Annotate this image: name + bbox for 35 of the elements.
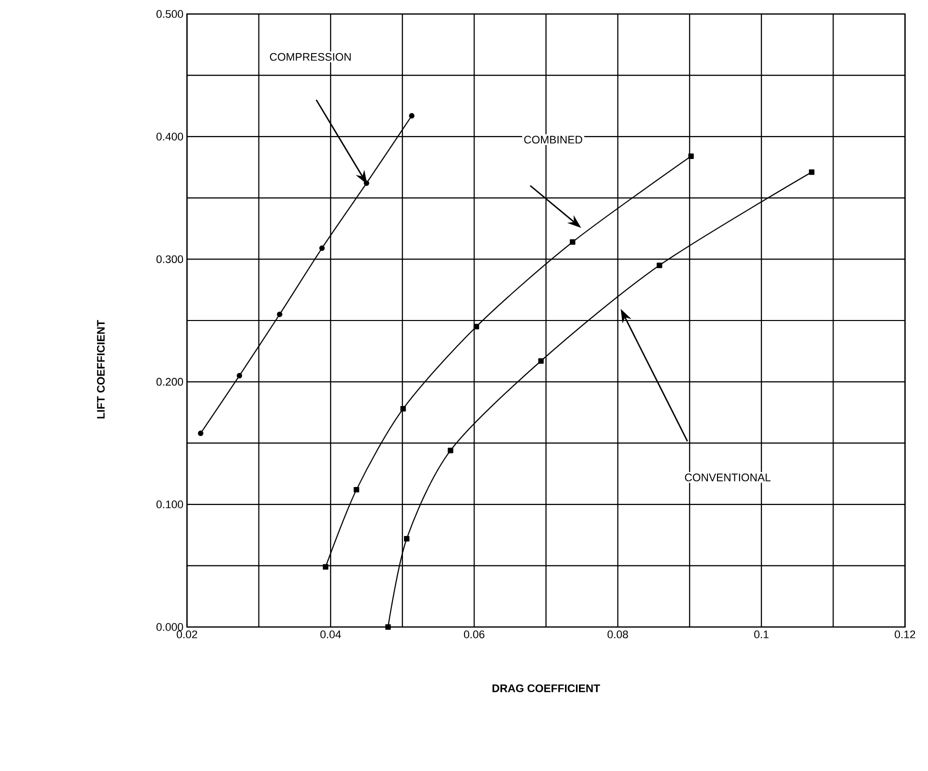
y-tick-label: 0.000 bbox=[156, 623, 184, 631]
x-tick-label: 0.02 bbox=[176, 630, 198, 638]
y-tick-label: 0.200 bbox=[156, 378, 184, 386]
annotation: COMBINED bbox=[524, 136, 582, 144]
y-tick-label: 0.300 bbox=[156, 255, 184, 264]
point bbox=[198, 430, 204, 436]
x-tick-label: 0.1 bbox=[754, 630, 768, 638]
point bbox=[808, 169, 814, 175]
annotation: CONVENTIONAL bbox=[684, 474, 771, 482]
point bbox=[474, 324, 480, 330]
point bbox=[448, 448, 454, 454]
point bbox=[538, 358, 544, 364]
point bbox=[364, 180, 370, 186]
point bbox=[276, 312, 282, 318]
x-tick-label: 0.12 bbox=[894, 630, 916, 638]
point bbox=[400, 406, 406, 412]
point bbox=[319, 245, 325, 251]
annotation: COMPRESSION bbox=[270, 53, 351, 61]
point bbox=[570, 239, 576, 245]
point bbox=[385, 624, 391, 630]
point bbox=[236, 372, 242, 378]
point bbox=[408, 113, 414, 118]
y-tick-label: 0.400 bbox=[156, 132, 184, 140]
y-axis-title: LIFT COEFFICIENT bbox=[96, 320, 105, 418]
point bbox=[688, 153, 694, 159]
point bbox=[354, 486, 360, 492]
y-tick-label: 0.100 bbox=[156, 500, 184, 508]
point bbox=[322, 564, 328, 570]
x-tick-label: 0.08 bbox=[608, 630, 628, 638]
x-tick-label: 0.04 bbox=[320, 630, 341, 638]
x-tick-label: 0.06 bbox=[464, 630, 484, 638]
point bbox=[656, 262, 662, 268]
x-axis-title: DRAG COEFFICIENT bbox=[492, 684, 600, 692]
y-tick-label: 0.500 bbox=[156, 10, 184, 18]
point bbox=[404, 536, 410, 542]
